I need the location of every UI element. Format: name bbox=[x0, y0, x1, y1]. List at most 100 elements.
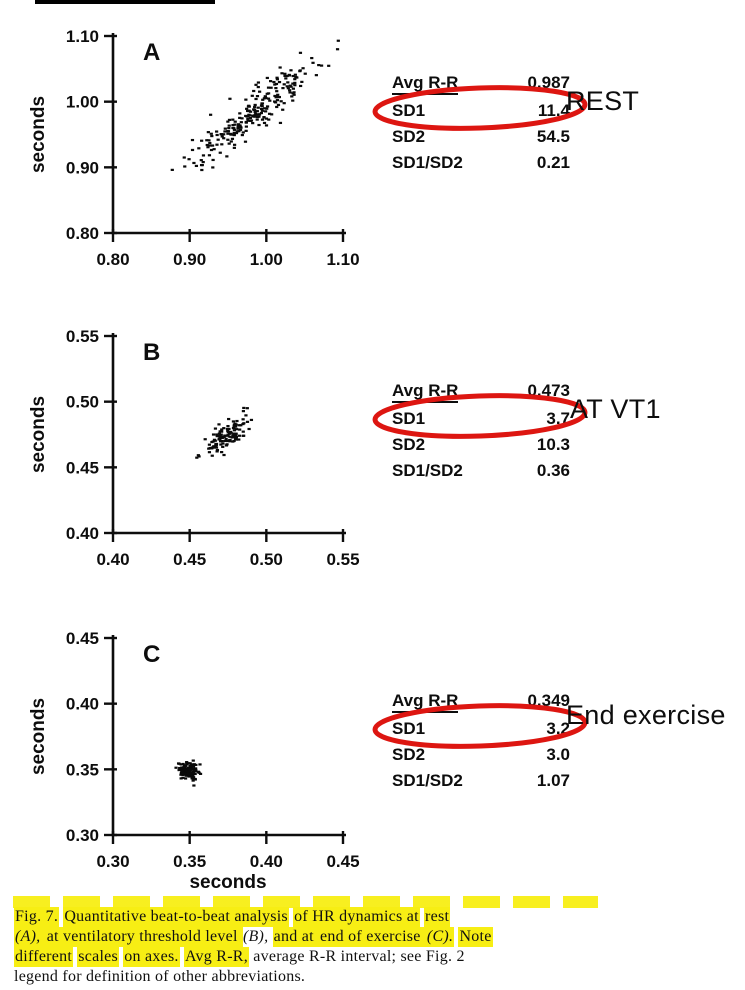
condition-label-rest: REST bbox=[566, 86, 640, 116]
svg-text:1.10: 1.10 bbox=[326, 250, 359, 269]
svg-text:0.40: 0.40 bbox=[66, 524, 99, 543]
condition-label-at-vt1: AT VT1 bbox=[570, 394, 661, 424]
caption-segment: average R-R interval; see Fig. 2 bbox=[248, 948, 465, 965]
tick-marks: 0.80 0.90 1.00 1.10 0.80 0.90 1.00 1.10 bbox=[66, 27, 360, 269]
caption-segment bbox=[268, 928, 272, 945]
caption-highlighted-segment: of HR dynamics at bbox=[293, 907, 420, 927]
stats-block-c: Avg R-R 0.349 SD1 3.2 SD2 3.0 SD1/SD2 1.… bbox=[372, 690, 588, 796]
stat-label-sd1: SD1 bbox=[392, 409, 426, 428]
scan-artifact-line bbox=[35, 0, 215, 4]
caption-highlighted-segment: different bbox=[14, 947, 74, 967]
caption-segment: legend for definition of other abbreviat… bbox=[14, 968, 306, 985]
stat-label-avg-rr: Avg R-R bbox=[392, 690, 459, 713]
stat-value-sd1-sd2: 0.21 bbox=[536, 153, 570, 172]
caption-highlighted-segment: rest bbox=[424, 907, 451, 927]
caption-highlighted-segment: and at bbox=[272, 927, 320, 947]
stats-block-b: Avg R-R 0.473 SD1 3.7 SD2 10.3 SD1/SD2 0… bbox=[372, 380, 588, 486]
caption-highlighted-segment: (A), bbox=[14, 927, 42, 947]
figure-caption: Fig. 7. Quantitative beat-to-beat analys… bbox=[14, 907, 654, 987]
stat-label-sd2: SD2 bbox=[392, 435, 426, 454]
stat-row-sd1-sd2: SD1/SD2 1.07 bbox=[392, 770, 570, 791]
stat-row-avg-rr: Avg R-R 0.349 bbox=[392, 690, 570, 713]
caption-highlighted-segment: Quantitative beat-to-beat analysis bbox=[63, 907, 289, 927]
svg-text:0.45: 0.45 bbox=[66, 629, 99, 648]
svg-text:1.00: 1.00 bbox=[66, 93, 99, 112]
caption-line: different scales on axes. Avg R-R, avera… bbox=[14, 947, 654, 967]
panel-letter: A bbox=[143, 39, 160, 66]
stat-row-sd2: SD2 54.5 bbox=[392, 126, 570, 147]
stat-row-sd2: SD2 10.3 bbox=[392, 434, 570, 455]
stat-label-sd2: SD2 bbox=[392, 127, 426, 146]
caption-highlighted-segment: at ventilatory threshold level bbox=[41, 927, 243, 947]
caption-highlighted-segment: (C). bbox=[425, 927, 455, 947]
stat-label-sd1: SD1 bbox=[392, 719, 426, 738]
svg-text:0.30: 0.30 bbox=[66, 826, 99, 845]
condition-label-end-exercise: End exercise bbox=[566, 700, 726, 730]
svg-text:0.80: 0.80 bbox=[66, 224, 99, 243]
svg-text:0.55: 0.55 bbox=[326, 550, 359, 569]
stat-label-sd2: SD2 bbox=[392, 745, 426, 764]
svg-text:0.40: 0.40 bbox=[66, 695, 99, 714]
caption-segment: (B), bbox=[242, 928, 269, 945]
y-axis-label: seconds bbox=[28, 698, 49, 775]
tick-marks: 0.30 0.35 0.40 0.45 0.30 0.35 0.40 0.45 bbox=[66, 629, 360, 871]
y-axis-label: seconds bbox=[28, 96, 49, 173]
stat-value-sd1-sd2: 1.07 bbox=[536, 771, 570, 790]
stat-value-sd2: 3.0 bbox=[546, 745, 570, 764]
x-axis-label: seconds bbox=[189, 872, 267, 893]
highlighter-dash-row bbox=[13, 896, 598, 908]
stat-value-sd2: 54.5 bbox=[536, 127, 570, 146]
stat-label-sd1-sd2: SD1/SD2 bbox=[392, 461, 463, 480]
data-points bbox=[170, 39, 340, 172]
stat-label-sd1-sd2: SD1/SD2 bbox=[392, 771, 463, 790]
stats-block-a: Avg R-R 0.987 SD1 11.4 SD2 54.5 SD1/SD2 … bbox=[372, 72, 588, 178]
stat-row-sd1-sd2: SD1/SD2 0.36 bbox=[392, 460, 570, 481]
panel-letter: B bbox=[143, 339, 160, 366]
caption-highlighted-segment: Note bbox=[458, 927, 493, 947]
svg-text:0.80: 0.80 bbox=[96, 250, 129, 269]
stat-value-avg-rr: 0.987 bbox=[527, 73, 570, 92]
stat-value-sd1: 3.7 bbox=[546, 409, 570, 428]
svg-text:0.45: 0.45 bbox=[173, 550, 206, 569]
svg-text:1.00: 1.00 bbox=[250, 250, 283, 269]
caption-line: (A), at ventilatory threshold level (B),… bbox=[14, 927, 654, 947]
panel-letter: C bbox=[143, 641, 160, 668]
svg-text:0.55: 0.55 bbox=[66, 327, 99, 346]
svg-text:0.35: 0.35 bbox=[66, 760, 99, 779]
data-points bbox=[174, 759, 203, 787]
caption-highlighted-segment: Avg R-R, bbox=[183, 947, 249, 967]
caption-highlighted-segment: scales bbox=[77, 947, 119, 967]
svg-text:0.45: 0.45 bbox=[66, 458, 99, 477]
svg-text:0.90: 0.90 bbox=[66, 158, 99, 177]
svg-text:0.30: 0.30 bbox=[96, 852, 129, 871]
caption-highlighted-segment: Fig. 7. bbox=[14, 907, 60, 927]
stat-row-avg-rr: Avg R-R 0.473 bbox=[392, 380, 570, 403]
svg-text:0.35: 0.35 bbox=[173, 852, 206, 871]
stat-label-avg-rr: Avg R-R bbox=[392, 72, 459, 95]
caption-line: Fig. 7. Quantitative beat-to-beat analys… bbox=[14, 907, 654, 927]
svg-text:0.50: 0.50 bbox=[66, 393, 99, 412]
stat-row-sd2: SD2 3.0 bbox=[392, 744, 570, 765]
stat-value-avg-rr: 0.349 bbox=[527, 691, 570, 710]
svg-text:0.90: 0.90 bbox=[173, 250, 206, 269]
stat-value-avg-rr: 0.473 bbox=[527, 381, 570, 400]
stat-label-avg-rr: Avg R-R bbox=[392, 380, 459, 403]
stat-row-avg-rr: Avg R-R 0.987 bbox=[392, 72, 570, 95]
stat-row-sd1-sd2: SD1/SD2 0.21 bbox=[392, 152, 570, 173]
stat-label-sd1-sd2: SD1/SD2 bbox=[392, 153, 463, 172]
caption-line: legend for definition of other abbreviat… bbox=[14, 967, 654, 987]
caption-highlighted-segment: on axes. bbox=[123, 947, 180, 967]
tick-marks: 0.40 0.45 0.50 0.55 0.40 0.45 0.50 0.55 bbox=[66, 327, 360, 569]
y-axis-label: seconds bbox=[28, 396, 49, 473]
svg-text:0.40: 0.40 bbox=[96, 550, 129, 569]
svg-text:0.50: 0.50 bbox=[250, 550, 283, 569]
caption-highlighted-segment: end of exercise bbox=[319, 927, 426, 947]
stat-row-sd1: SD1 3.7 bbox=[392, 408, 570, 429]
stat-row-sd1: SD1 11.4 bbox=[392, 100, 570, 121]
stat-value-sd2: 10.3 bbox=[536, 435, 570, 454]
stat-value-sd1-sd2: 0.36 bbox=[536, 461, 570, 480]
data-points bbox=[195, 406, 254, 459]
